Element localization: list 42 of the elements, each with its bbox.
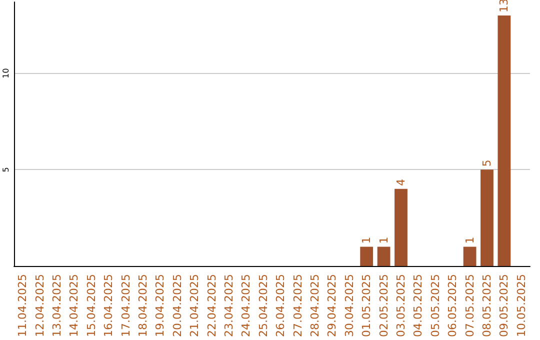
x-tick-label: 12.04.2025 — [33, 274, 46, 338]
x-tick-label: 27.04.2025 — [291, 274, 304, 338]
x-tick-label: 04.05.2025 — [412, 274, 425, 338]
x-tick-label: 11.04.2025 — [16, 274, 30, 338]
bar — [498, 15, 511, 266]
data-label: 1 — [377, 236, 390, 244]
x-tick-label: 22.04.2025 — [205, 274, 218, 338]
x-tick-label: 20.04.2025 — [170, 274, 184, 338]
x-tick-label: 18.04.2025 — [136, 274, 150, 338]
x-tick-label: 19.04.2025 — [154, 274, 167, 338]
x-tick-label: 29.04.2025 — [326, 274, 339, 338]
x-tick-label: 25.04.2025 — [256, 274, 270, 338]
x-tick-label: 15.04.2025 — [84, 274, 98, 338]
x-tick-label: 09.05.2025 — [498, 274, 511, 338]
x-tick-label: 28.04.2025 — [308, 274, 322, 338]
bar — [394, 188, 408, 266]
x-tick-label: 17.04.2025 — [119, 274, 132, 338]
x-tick-label: 14.04.2025 — [68, 274, 81, 338]
bar — [480, 170, 494, 266]
data-label: 5 — [480, 160, 494, 167]
x-tick-label: 10.05.2025 — [514, 274, 528, 338]
x-tick-label: 23.04.2025 — [222, 274, 236, 338]
x-tick-label: 05.05.2025 — [428, 274, 442, 338]
x-tick-label: 03.05.2025 — [394, 274, 408, 338]
x-tick-label: 21.04.2025 — [188, 274, 202, 338]
bar — [463, 246, 476, 266]
x-tick-label: 06.05.2025 — [446, 274, 460, 338]
x-tick-label: 16.04.2025 — [102, 274, 116, 338]
x-tick-label: 13.04.2025 — [50, 274, 64, 338]
x-tick-label: 30.04.2025 — [342, 274, 356, 338]
x-tick-label: 24.04.2025 — [240, 274, 253, 338]
data-label: 4 — [394, 178, 408, 186]
y-tick-label: 10 — [2, 68, 10, 78]
x-tick-label: 07.05.2025 — [463, 274, 476, 338]
data-label: 1 — [463, 236, 476, 244]
x-tick-label: 26.04.2025 — [274, 274, 288, 338]
x-tick-label: 01.05.2025 — [360, 274, 374, 338]
bar — [360, 246, 374, 266]
x-tick-label: 02.05.2025 — [377, 274, 390, 338]
x-tick-label: 08.05.2025 — [480, 274, 494, 338]
bar — [377, 246, 390, 266]
data-label: 1 — [360, 236, 374, 244]
